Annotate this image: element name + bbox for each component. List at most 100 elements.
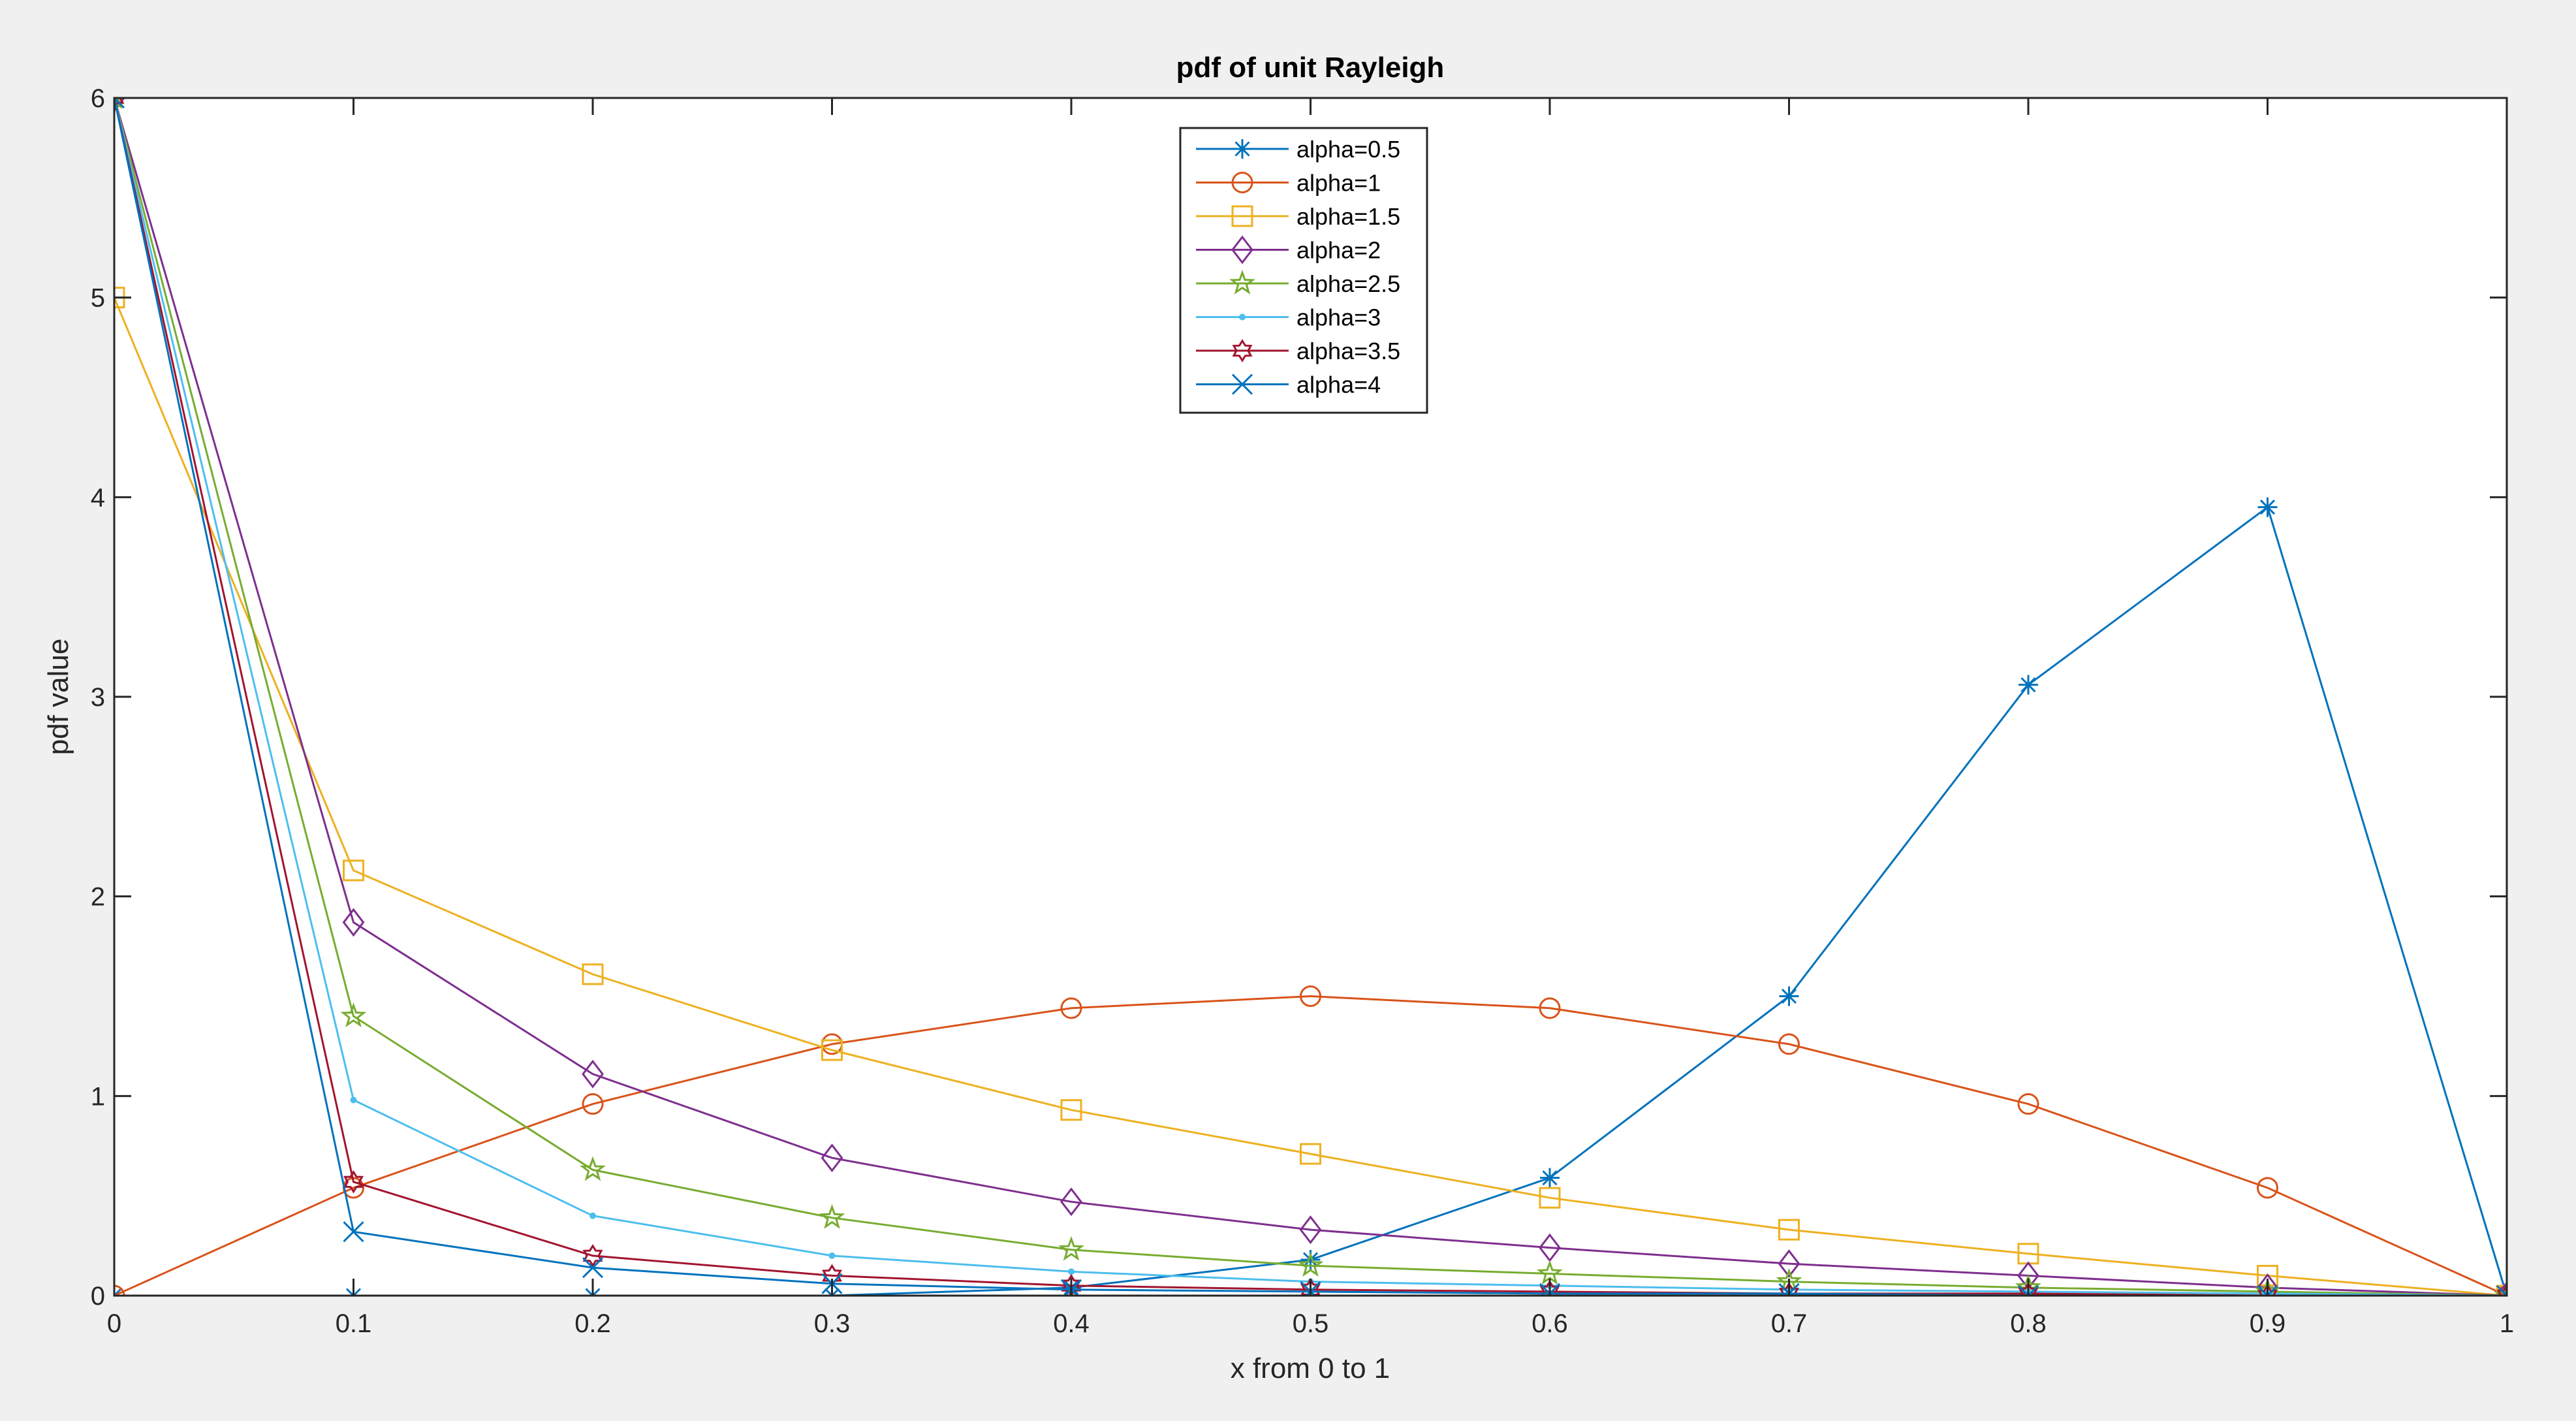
data-point	[1540, 1168, 1560, 1188]
data-point	[1299, 1215, 1322, 1245]
y-tick-label: 2	[91, 883, 105, 912]
data-point	[1778, 1033, 1800, 1055]
legend-label: alpha=2	[1296, 237, 1381, 264]
legend-label: alpha=1.5	[1296, 203, 1400, 230]
legend-swatch-marker	[1231, 205, 1253, 227]
y-tick-label: 1	[91, 1082, 105, 1111]
legend-box	[1179, 127, 1428, 414]
legend-swatch-marker	[1229, 270, 1255, 295]
data-point	[343, 1170, 364, 1194]
data-point	[1060, 1099, 1082, 1121]
data-point	[2257, 1285, 2278, 1296]
legend-item: alpha=2	[1196, 235, 1381, 264]
data-point	[114, 98, 125, 109]
data-point	[1060, 997, 1082, 1019]
legend-swatch-marker	[1232, 339, 1253, 362]
data-point	[828, 1252, 836, 1259]
data-point	[582, 1244, 603, 1268]
x-tick-label: 0.2	[574, 1309, 611, 1338]
data-point	[1300, 1143, 1321, 1165]
legend-label: alpha=4	[1296, 372, 1381, 398]
data-point	[582, 963, 604, 985]
x-tick-label: 0.4	[1053, 1309, 1090, 1338]
legend-label: alpha=1	[1296, 170, 1381, 197]
legend-label: alpha=2.5	[1296, 270, 1400, 297]
data-point	[1300, 1249, 1321, 1269]
data-point	[2496, 1284, 2507, 1296]
data-point	[1539, 1280, 1560, 1296]
y-axis-label: pdf value	[42, 639, 74, 756]
data-point	[1539, 1187, 1561, 1209]
data-point	[343, 859, 364, 882]
legend-item: alpha=1	[1196, 170, 1381, 197]
legend-item: alpha=3	[1196, 304, 1381, 331]
data-point	[1300, 1277, 1321, 1296]
data-point	[2017, 1285, 2039, 1296]
x-tick-label: 0.8	[2010, 1309, 2047, 1338]
data-point	[350, 1096, 357, 1104]
x-axis-label: x from 0 to 1	[1231, 1352, 1390, 1384]
data-point	[1068, 1268, 1075, 1275]
data-point	[2257, 1177, 2278, 1199]
x-tick-label: 0.9	[2250, 1309, 2286, 1338]
x-tick-label: 0	[107, 1309, 121, 1338]
series-alpha=0.5	[114, 497, 2507, 1296]
legend-item: alpha=0.5	[1196, 136, 1400, 163]
data-point	[582, 1257, 604, 1279]
data-point	[589, 1212, 596, 1219]
legend-item: alpha=1.5	[1196, 203, 1400, 230]
data-point	[1539, 997, 1561, 1019]
x-tick-label: 0.5	[1293, 1309, 1329, 1338]
data-point	[1297, 1252, 1324, 1277]
data-point	[821, 1039, 843, 1061]
data-point	[582, 1059, 604, 1089]
data-point	[340, 1002, 367, 1028]
series-line	[114, 297, 2507, 1296]
legend-item: alpha=2.5	[1196, 270, 1400, 297]
data-point	[1778, 1219, 1800, 1241]
data-point	[343, 1221, 364, 1243]
y-tick-label: 4	[91, 483, 105, 512]
x-tick-label: 0.1	[336, 1309, 372, 1338]
series-line	[114, 98, 2507, 1296]
legend-swatch-marker	[1239, 313, 1246, 321]
data-point	[819, 1204, 845, 1229]
x-tick-label: 0.3	[814, 1309, 851, 1338]
data-point	[2496, 1285, 2507, 1296]
data-point	[1537, 1260, 1563, 1285]
y-tick-label: 0	[91, 1282, 105, 1311]
data-point	[1779, 986, 1799, 1006]
data-point	[580, 1156, 606, 1181]
data-point	[582, 1093, 604, 1115]
data-point	[1060, 1187, 1082, 1217]
chart-title: pdf of unit Rayleigh	[1176, 52, 1445, 84]
y-tick-label: 5	[91, 284, 105, 313]
data-point	[2257, 1284, 2278, 1296]
legend: alpha=0.5 alpha=1 alpha=1.5 alpha=2 alpha=2.…	[1179, 127, 1428, 414]
data-point	[2018, 675, 2038, 695]
legend-item: alpha=3.5	[1196, 338, 1400, 364]
legend-swatch-marker	[1233, 139, 1252, 159]
data-point	[1300, 985, 1321, 1007]
series-line	[114, 98, 2507, 1296]
x-tick-label: 1	[2500, 1309, 2514, 1338]
data-point	[1779, 1282, 1799, 1296]
data-point	[342, 908, 365, 937]
data-point	[2018, 1282, 2039, 1296]
data-point	[1058, 1236, 1084, 1261]
legend-label: alpha=0.5	[1296, 136, 1400, 163]
y-tick-label: 6	[91, 84, 105, 113]
legend-item: alpha=4	[1196, 372, 1381, 398]
y-tick-label: 3	[91, 683, 105, 712]
x-tick-label: 0.6	[1531, 1309, 1568, 1338]
ticks-layer: 0 0.1 0.2 0.3 0.4 0.5 0.6 0.7 0.8 0.9 1 0 1 2 3 4 5 6	[91, 84, 2514, 1338]
data-point	[2017, 1093, 2039, 1115]
legend-swatch-marker	[1231, 374, 1253, 395]
x-tick-label: 0.7	[1771, 1309, 1808, 1338]
data-point	[2257, 497, 2278, 517]
series-line	[114, 995, 2507, 1296]
legend-swatch-marker	[1231, 172, 1253, 193]
data-point	[821, 1143, 843, 1173]
legend-label: alpha=3.5	[1296, 338, 1400, 364]
